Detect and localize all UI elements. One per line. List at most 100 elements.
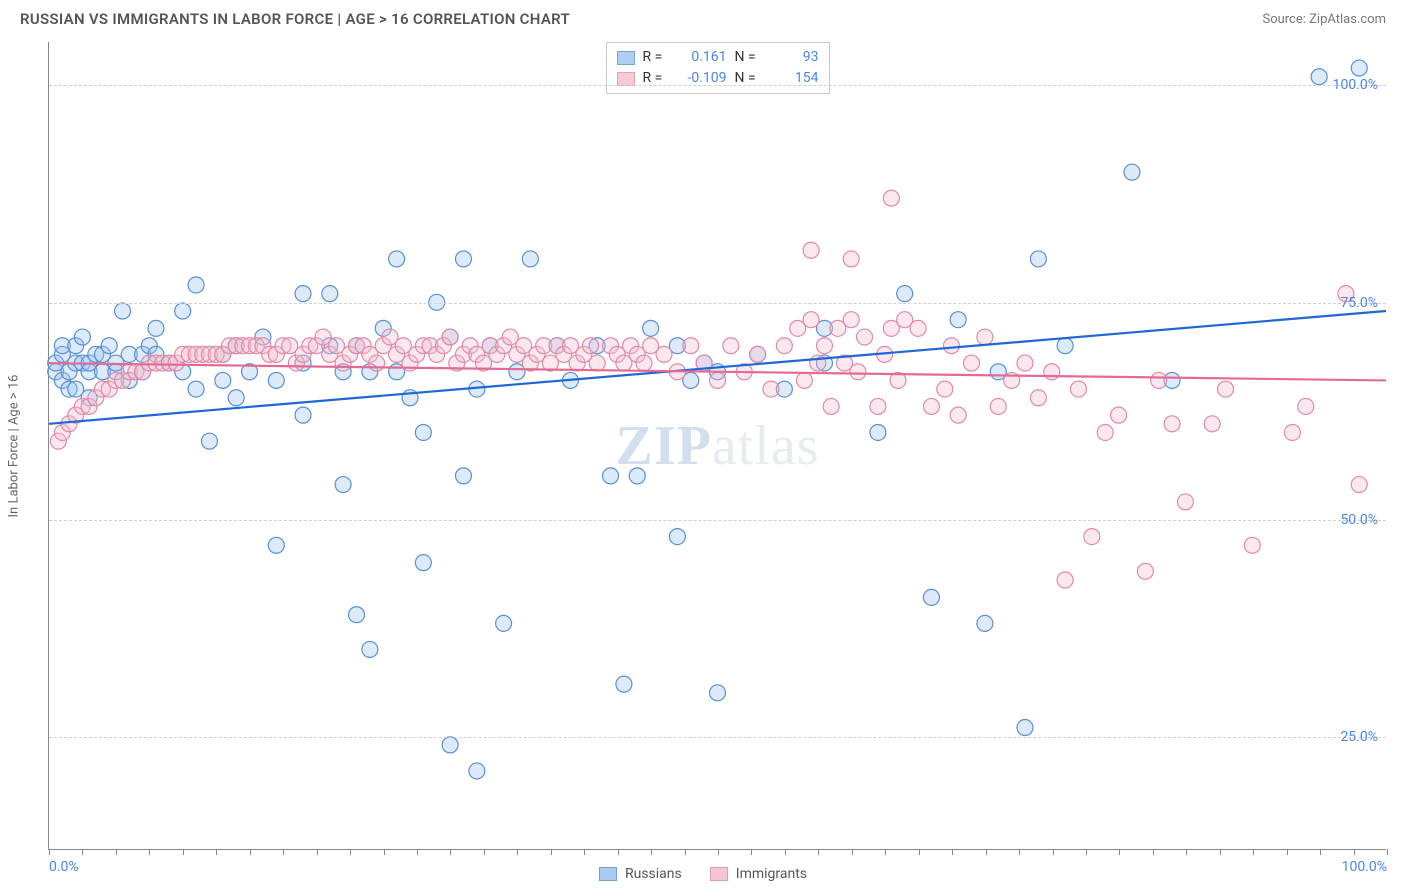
x-tick xyxy=(1186,849,1187,855)
data-point xyxy=(175,303,191,319)
x-tick xyxy=(885,849,886,855)
data-point xyxy=(228,390,244,406)
data-point xyxy=(977,329,993,345)
x-tick xyxy=(1354,849,1355,855)
data-point xyxy=(1097,424,1113,440)
gridline xyxy=(49,303,1386,304)
legend-label: Russians xyxy=(625,866,682,882)
data-point xyxy=(710,372,726,388)
x-tick xyxy=(618,849,619,855)
x-tick xyxy=(919,849,920,855)
data-point xyxy=(897,286,913,302)
data-point xyxy=(1244,537,1260,553)
x-tick xyxy=(584,849,585,855)
x-tick xyxy=(350,849,351,855)
plot-area: ZIPatlas R =0.161N =93R =-0.109N =154 25… xyxy=(48,42,1386,850)
data-point xyxy=(950,407,966,423)
data-point xyxy=(215,372,231,388)
legend-swatch xyxy=(710,867,728,881)
data-point xyxy=(1311,69,1327,85)
data-point xyxy=(415,424,431,440)
legend-swatch xyxy=(617,72,635,86)
data-point xyxy=(710,685,726,701)
x-tick xyxy=(986,849,987,855)
data-point xyxy=(101,338,117,354)
data-point xyxy=(295,286,311,302)
x-tick xyxy=(49,849,50,855)
data-point xyxy=(148,320,164,336)
x-tick xyxy=(1019,849,1020,855)
data-point xyxy=(455,251,471,267)
legend-item: Immigrants xyxy=(710,866,807,882)
legend-label: Immigrants xyxy=(736,866,807,882)
data-point xyxy=(776,338,792,354)
x-tick xyxy=(852,849,853,855)
gridline xyxy=(49,85,1386,86)
data-point xyxy=(469,763,485,779)
data-point xyxy=(750,346,766,362)
x-tick xyxy=(651,849,652,855)
data-point xyxy=(1284,424,1300,440)
data-point xyxy=(683,338,699,354)
x-tick-label-left: 0.0% xyxy=(49,859,79,875)
data-point xyxy=(1298,398,1314,414)
data-point xyxy=(870,424,886,440)
x-tick xyxy=(751,849,752,855)
data-point xyxy=(629,468,645,484)
data-point xyxy=(582,338,598,354)
data-point xyxy=(349,607,365,623)
y-tick-label: 75.0% xyxy=(1340,295,1378,311)
bottom-legend: Russians Immigrants xyxy=(599,866,807,882)
data-point xyxy=(442,737,458,753)
data-point xyxy=(803,242,819,258)
data-point xyxy=(857,329,873,345)
data-point xyxy=(322,286,338,302)
x-tick-label-right: 100.0% xyxy=(1342,859,1387,875)
x-tick xyxy=(685,849,686,855)
data-point xyxy=(1124,164,1140,180)
data-point xyxy=(1017,355,1033,371)
x-tick xyxy=(1287,849,1288,855)
x-tick xyxy=(183,849,184,855)
legend-swatch xyxy=(617,51,635,65)
data-point xyxy=(1151,372,1167,388)
data-point xyxy=(943,338,959,354)
data-point xyxy=(268,372,284,388)
data-point xyxy=(964,355,980,371)
data-point xyxy=(796,372,812,388)
gridline xyxy=(49,737,1386,738)
x-tick xyxy=(384,849,385,855)
x-tick xyxy=(450,849,451,855)
x-tick xyxy=(1220,849,1221,855)
data-point xyxy=(816,338,832,354)
x-tick xyxy=(517,849,518,855)
data-point xyxy=(589,355,605,371)
data-point xyxy=(823,398,839,414)
stat-n-value: 93 xyxy=(769,47,819,68)
x-tick xyxy=(1086,849,1087,855)
data-point xyxy=(669,529,685,545)
data-point xyxy=(1057,572,1073,588)
y-tick-label: 50.0% xyxy=(1340,512,1378,528)
data-point xyxy=(1204,416,1220,432)
x-tick xyxy=(317,849,318,855)
chart-title: RUSSIAN VS IMMIGRANTS IN LABOR FORCE | A… xyxy=(20,10,570,28)
x-tick xyxy=(1119,849,1120,855)
legend-swatch xyxy=(599,867,617,881)
data-point xyxy=(1351,477,1367,493)
y-tick-label: 25.0% xyxy=(1340,729,1378,745)
data-point xyxy=(1177,494,1193,510)
x-tick xyxy=(250,849,251,855)
x-tick xyxy=(216,849,217,855)
data-point xyxy=(656,346,672,362)
data-point xyxy=(763,381,779,397)
x-tick xyxy=(1053,849,1054,855)
data-point xyxy=(910,320,926,336)
data-point xyxy=(268,537,284,553)
x-tick xyxy=(818,849,819,855)
plot-wrap: ZIPatlas R =0.161N =93R =-0.109N =154 25… xyxy=(48,42,1386,850)
data-point xyxy=(115,303,131,319)
x-tick xyxy=(1387,849,1388,855)
data-point xyxy=(335,477,351,493)
data-point xyxy=(455,468,471,484)
